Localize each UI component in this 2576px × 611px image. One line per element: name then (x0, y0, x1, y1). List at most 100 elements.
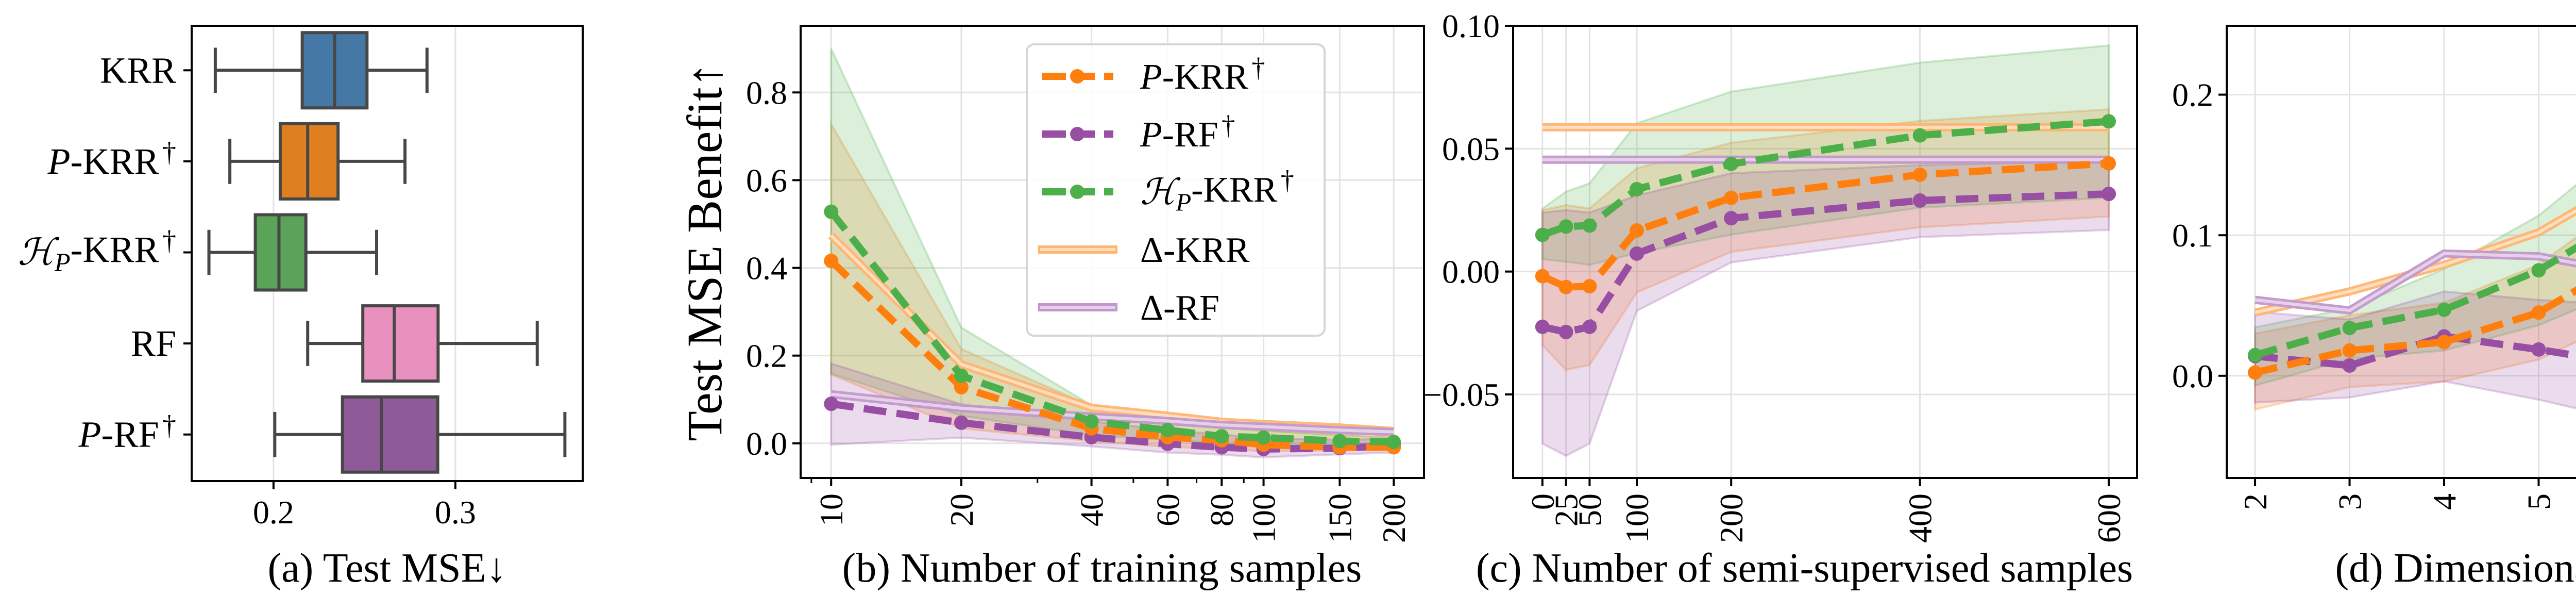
xtick-label: 3 (2332, 493, 2368, 510)
legend-label: ℋP​-KRR† (1140, 166, 1294, 216)
ytick-label: 0.4 (746, 250, 787, 287)
ytick-label: 0.0 (2172, 358, 2213, 394)
xtick-label: 400 (1902, 493, 1939, 543)
xtick-label: 0.3 (435, 494, 476, 531)
category-label: RF (131, 323, 176, 364)
marker-hp-krr (824, 204, 839, 219)
panel-a-boxplot: KRR P-KRR† ℋP​-KRR† RF P-RF† 0.2 0.3 (a) Test M… (18, 25, 584, 591)
ytick-label: 0.8 (746, 74, 787, 111)
marker-hp-krr (2437, 302, 2452, 317)
legend-frame (1026, 43, 1326, 337)
band-p-krr (1541, 108, 2110, 371)
legend-item-p-rf: P-RF † (1042, 110, 1235, 155)
marker-p-rf (954, 415, 969, 430)
legend-label: Δ-KRR (1140, 230, 1250, 270)
marker-p-rf (1630, 246, 1645, 261)
y-axis-label: Test MSE Benefit↑ (677, 62, 732, 441)
ytick-label: 0.6 (746, 162, 787, 199)
axes-frame (1512, 25, 2138, 479)
box-krr (213, 31, 429, 110)
ytick-label: −0.05 (1423, 376, 1500, 413)
marker-hp-krr (1558, 219, 1573, 234)
ytick-label: 0.05 (1442, 130, 1500, 167)
marker-hp-krr (1724, 156, 1739, 171)
box-iqr (341, 395, 439, 474)
xtick-label: 40 (1074, 493, 1110, 526)
xtick-label: 60 (1149, 493, 1186, 526)
plot-area (2248, 184, 2576, 411)
band-p-rf (1541, 160, 2110, 457)
legend-swatch-marker (1070, 185, 1084, 199)
marker-hp-krr (2102, 114, 2116, 129)
marker-p-krr (2531, 305, 2546, 320)
band-p-rf (2254, 290, 2576, 410)
line-p-rf (831, 400, 1394, 453)
marker-hp-krr (954, 368, 969, 383)
xtick-label: 2 (2237, 493, 2274, 510)
marker-p-krr (1630, 223, 1645, 238)
xtick-label: 50 (1571, 493, 1608, 526)
legend-swatch-marker (1070, 127, 1084, 141)
legend-item-p-krr: P-KRR † (1042, 53, 1265, 97)
panel-b-training-samples: 0.0 0.2 0.4 0.6 0.8 10 20 40 60 80 100 150 200 (b) Nu… (677, 25, 1425, 591)
plot-area (824, 48, 1401, 459)
xtick-label: 100 (1246, 493, 1282, 543)
marker-hp-krr (2342, 321, 2357, 336)
box-p-krr (228, 122, 407, 201)
panel-caption: (a) Test MSE↓ (268, 546, 507, 591)
legend-item-hp-krr: ℋP​-KRR† (1042, 166, 1294, 216)
marker-p-rf (2102, 187, 2116, 202)
marker-hp-krr (1084, 414, 1099, 429)
legend-item-delta-rf: Δ-RF (1038, 288, 1219, 328)
legend-swatch-marker (1070, 69, 1084, 84)
line-delta-rf-inner (831, 392, 1394, 434)
marker-hp-krr (1386, 435, 1401, 450)
marker-hp-krr (2531, 263, 2546, 278)
legend-label: Δ-RF (1140, 288, 1219, 328)
xtick-label: 600 (2091, 493, 2127, 543)
xtick-label: 0.2 (253, 494, 294, 531)
marker-p-rf (1582, 319, 1597, 334)
xtick-label: 100 (1619, 493, 1655, 543)
ytick-label: 0.0 (746, 425, 787, 462)
xtick-label: 200 (1376, 493, 1412, 543)
marker-p-rf (1912, 193, 1927, 208)
marker-p-krr (1582, 279, 1597, 294)
marker-p-krr (2342, 343, 2357, 358)
marker-hp-krr (1214, 429, 1229, 444)
ytick-label: 0.10 (1442, 8, 1500, 44)
marker-p-rf (1724, 211, 1739, 226)
box-iqr (253, 213, 308, 292)
marker-p-rf (1535, 319, 1550, 334)
marker-hp-krr (2248, 348, 2263, 362)
xtick-label: 80 (1204, 493, 1240, 526)
ytick-label: 0.1 (2172, 217, 2213, 254)
panel-caption: (b) Number of training samples (842, 546, 1362, 591)
marker-p-rf (2342, 358, 2357, 373)
xtick-label: 0 (1524, 493, 1561, 510)
marker-p-krr (2437, 335, 2452, 350)
xtick-label: 10 (813, 493, 850, 526)
xtick-label: 20 (943, 493, 980, 526)
legend-item-delta-krr: Δ-KRR (1038, 230, 1250, 270)
panel-caption: (d) Dimensionality of X2 (2335, 546, 2576, 597)
xtick-label: 5 (2521, 493, 2557, 510)
marker-p-rf (824, 397, 839, 411)
box-p-rf (273, 395, 567, 474)
category-label: P-KRR † (47, 137, 176, 182)
marker-p-rf (2531, 342, 2546, 357)
legend-label: P-KRR † (1140, 53, 1265, 97)
marker-hp-krr (1535, 227, 1550, 242)
marker-p-krr (1558, 279, 1573, 294)
category-label: KRR (100, 49, 176, 91)
line-delta-rf-inner (2255, 252, 2576, 312)
line-p-krr (828, 258, 1394, 451)
xtick-label: 150 (1321, 493, 1358, 543)
marker-p-krr (2248, 365, 2263, 380)
marker-p-krr (2102, 156, 2116, 171)
marker-hp-krr (1630, 181, 1645, 196)
line-delta-krr-inner (2255, 209, 2576, 315)
marker-hp-krr (1582, 218, 1597, 233)
